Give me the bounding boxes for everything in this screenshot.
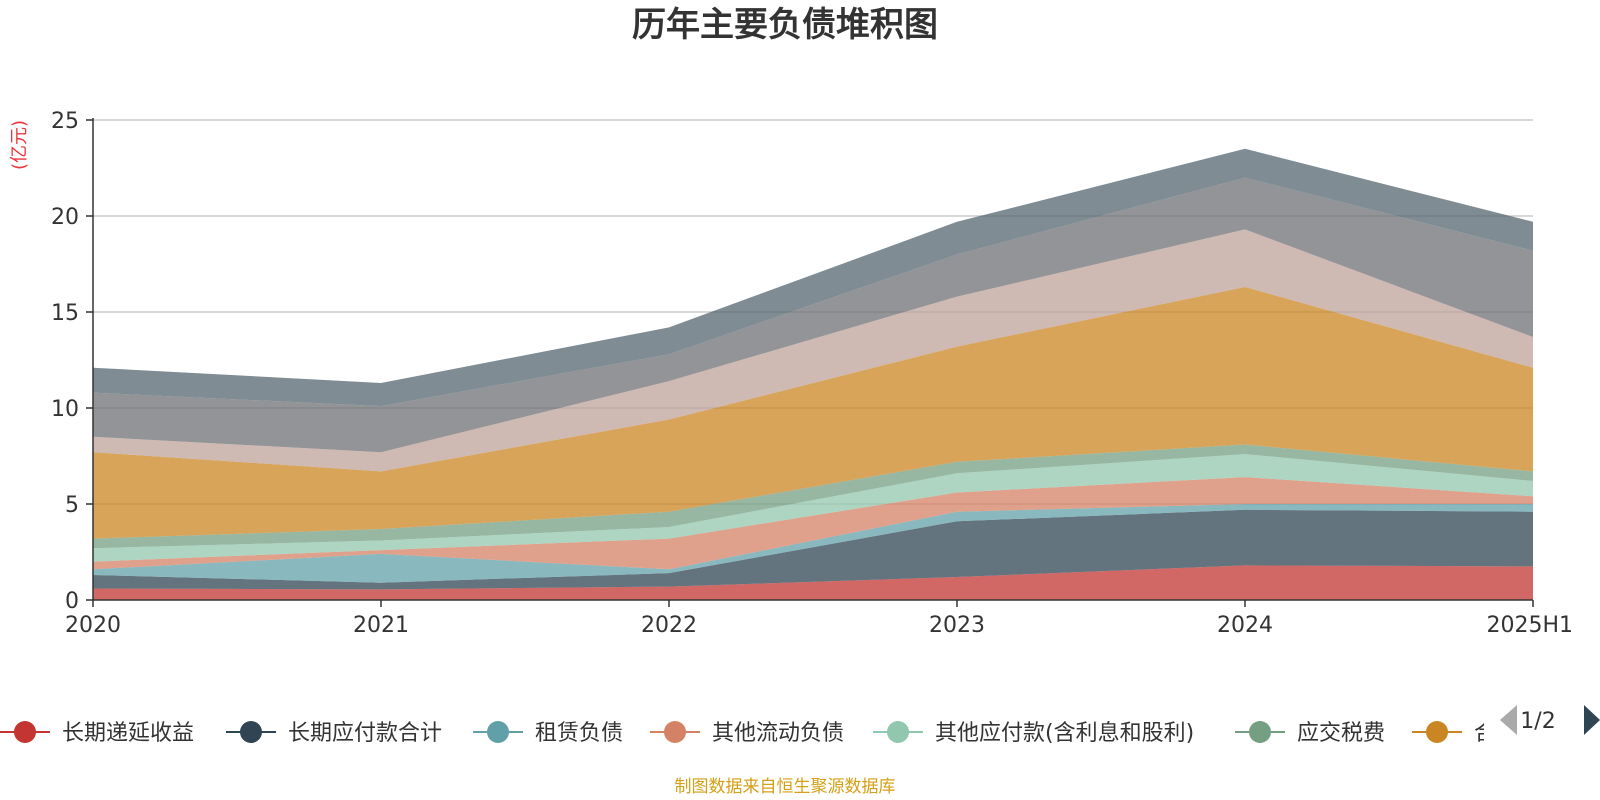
legend-label-1: 长期应付款合计 — [288, 721, 442, 746]
legend-item-3[interactable]: 其他流动负债 — [650, 721, 844, 746]
area-series-3[interactable] — [93, 477, 1533, 570]
legend-marker-5 — [1249, 721, 1271, 743]
legend-label-3: 其他流动负债 — [712, 721, 844, 746]
legend-marker-4 — [887, 721, 909, 743]
legend-item-1[interactable]: 长期应付款合计 — [226, 721, 442, 746]
y-tick-label-3: 15 — [51, 301, 79, 326]
legend-item-5[interactable]: 应交税费 — [1235, 721, 1385, 746]
legend-marker-0 — [14, 721, 36, 743]
legend-label-0: 长期递延收益 — [62, 721, 194, 746]
axes: 0 5 10 15 20 25 2020 2021 2022 2023 2024 2025H1 — [51, 109, 1573, 638]
data-source-note: 制图数据来自恒生聚源数据库 — [675, 777, 896, 797]
area-series-5[interactable] — [93, 444, 1533, 549]
legend-marker-2 — [487, 721, 509, 743]
stacked-areas[interactable] — [93, 148, 1533, 600]
legend-label-5: 应交税费 — [1297, 721, 1385, 746]
y-axis-unit-label: (亿元) — [9, 120, 30, 170]
legend-item-2[interactable]: 租赁负债 — [473, 721, 623, 746]
x-tick-label-1: 2021 — [353, 613, 409, 638]
y-tick-label-2: 10 — [51, 397, 79, 422]
y-tick-label-4: 20 — [51, 205, 79, 230]
triangle-left-icon[interactable] — [1500, 705, 1517, 735]
area-series-9[interactable] — [93, 148, 1533, 407]
legend-label-4: 其他应付款(含利息和股利) — [935, 721, 1194, 746]
legend-marker-1 — [240, 721, 262, 743]
x-tick-label-5: 2025H1 — [1486, 613, 1573, 638]
x-tick-label-3: 2023 — [929, 613, 985, 638]
legend-label-2: 租赁负债 — [535, 721, 623, 746]
legend-item-0[interactable]: 长期递延收益 — [0, 721, 194, 746]
area-series-6[interactable] — [93, 287, 1533, 539]
area-series-8[interactable] — [93, 177, 1533, 453]
area-series-7[interactable] — [93, 229, 1533, 472]
y-tick-label-5: 25 — [51, 109, 79, 134]
legend-item-4[interactable]: 其他应付款(含利息和股利) — [873, 721, 1194, 746]
y-tick-label-1: 5 — [65, 493, 79, 518]
area-series-0[interactable] — [93, 565, 1533, 600]
area-series-4[interactable] — [93, 454, 1533, 562]
area-series-1[interactable] — [93, 509, 1533, 590]
x-tick-label-0: 2020 — [65, 613, 121, 638]
legend-label-6: 合同负债 — [1474, 721, 1562, 746]
x-tick-label-2: 2022 — [641, 613, 697, 638]
area-series-2[interactable] — [93, 504, 1533, 583]
legend-page-indicator: 1/2 — [1520, 709, 1555, 734]
triangle-right-icon[interactable] — [1584, 705, 1600, 735]
legend[interactable]: 长期递延收益 长期应付款合计 租赁负债 其他流动负债 其他应付款(含利息和股利) 应交税费… — [0, 721, 1562, 746]
legend-item-6[interactable]: 合同负债 — [1412, 721, 1562, 746]
x-tick-label-4: 2024 — [1217, 613, 1273, 638]
legend-marker-6 — [1426, 721, 1448, 743]
legend-pager: 1/2 — [1500, 705, 1600, 735]
legend-marker-3 — [664, 721, 686, 743]
y-tick-label-0: 0 — [65, 589, 79, 614]
chart-title: 历年主要负债堆积图 — [632, 5, 938, 45]
